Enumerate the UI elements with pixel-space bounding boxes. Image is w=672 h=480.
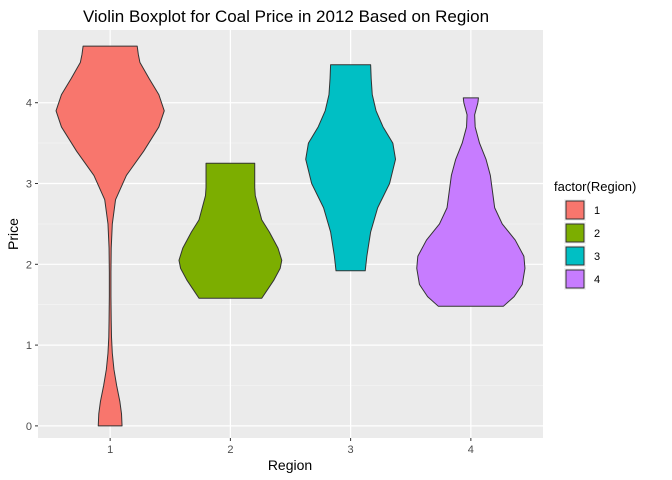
violins [55,45,526,427]
x-axis-title: Region [268,457,312,473]
violin-region-3 [305,64,397,272]
legend-label-4: 4 [594,274,600,286]
y-axis-title: Price [5,218,21,250]
chart-title: Violin Boxplot for Coal Price in 2012 Ba… [83,7,489,26]
legend-label-1: 1 [594,205,600,217]
x-tick-label: 2 [227,444,233,456]
legend: factor(Region) 1 2 3 4 [554,179,636,290]
violin-region-1 [55,45,165,427]
legend-swatch-3 [565,246,585,266]
y-tick-label: 1 [26,340,32,352]
legend-swatch-4 [565,269,585,289]
violin-region-4 [416,97,526,307]
x-tick-label: 1 [107,444,113,456]
legend-swatch-1 [565,200,585,220]
x-axis: 1 2 3 4 [107,438,474,456]
legend-label-2: 2 [594,228,600,240]
x-tick-label: 4 [468,444,474,456]
legend-items: 1 2 3 4 [564,199,600,290]
legend-title: factor(Region) [554,179,636,194]
x-tick-label: 3 [348,444,354,456]
y-tick-label: 2 [26,259,32,271]
legend-swatch-2 [565,223,585,243]
legend-label-3: 3 [594,251,600,263]
y-tick-label: 0 [26,421,32,433]
y-tick-label: 4 [26,98,32,110]
y-tick-label: 3 [26,179,32,191]
y-axis: 0 1 2 3 4 [26,98,38,433]
violin-region-2 [178,162,283,299]
